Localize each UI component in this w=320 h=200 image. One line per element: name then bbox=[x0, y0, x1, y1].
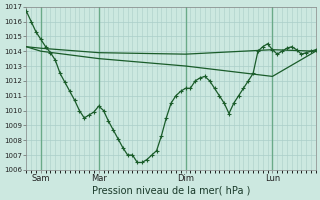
X-axis label: Pression niveau de la mer( hPa ): Pression niveau de la mer( hPa ) bbox=[92, 186, 250, 196]
